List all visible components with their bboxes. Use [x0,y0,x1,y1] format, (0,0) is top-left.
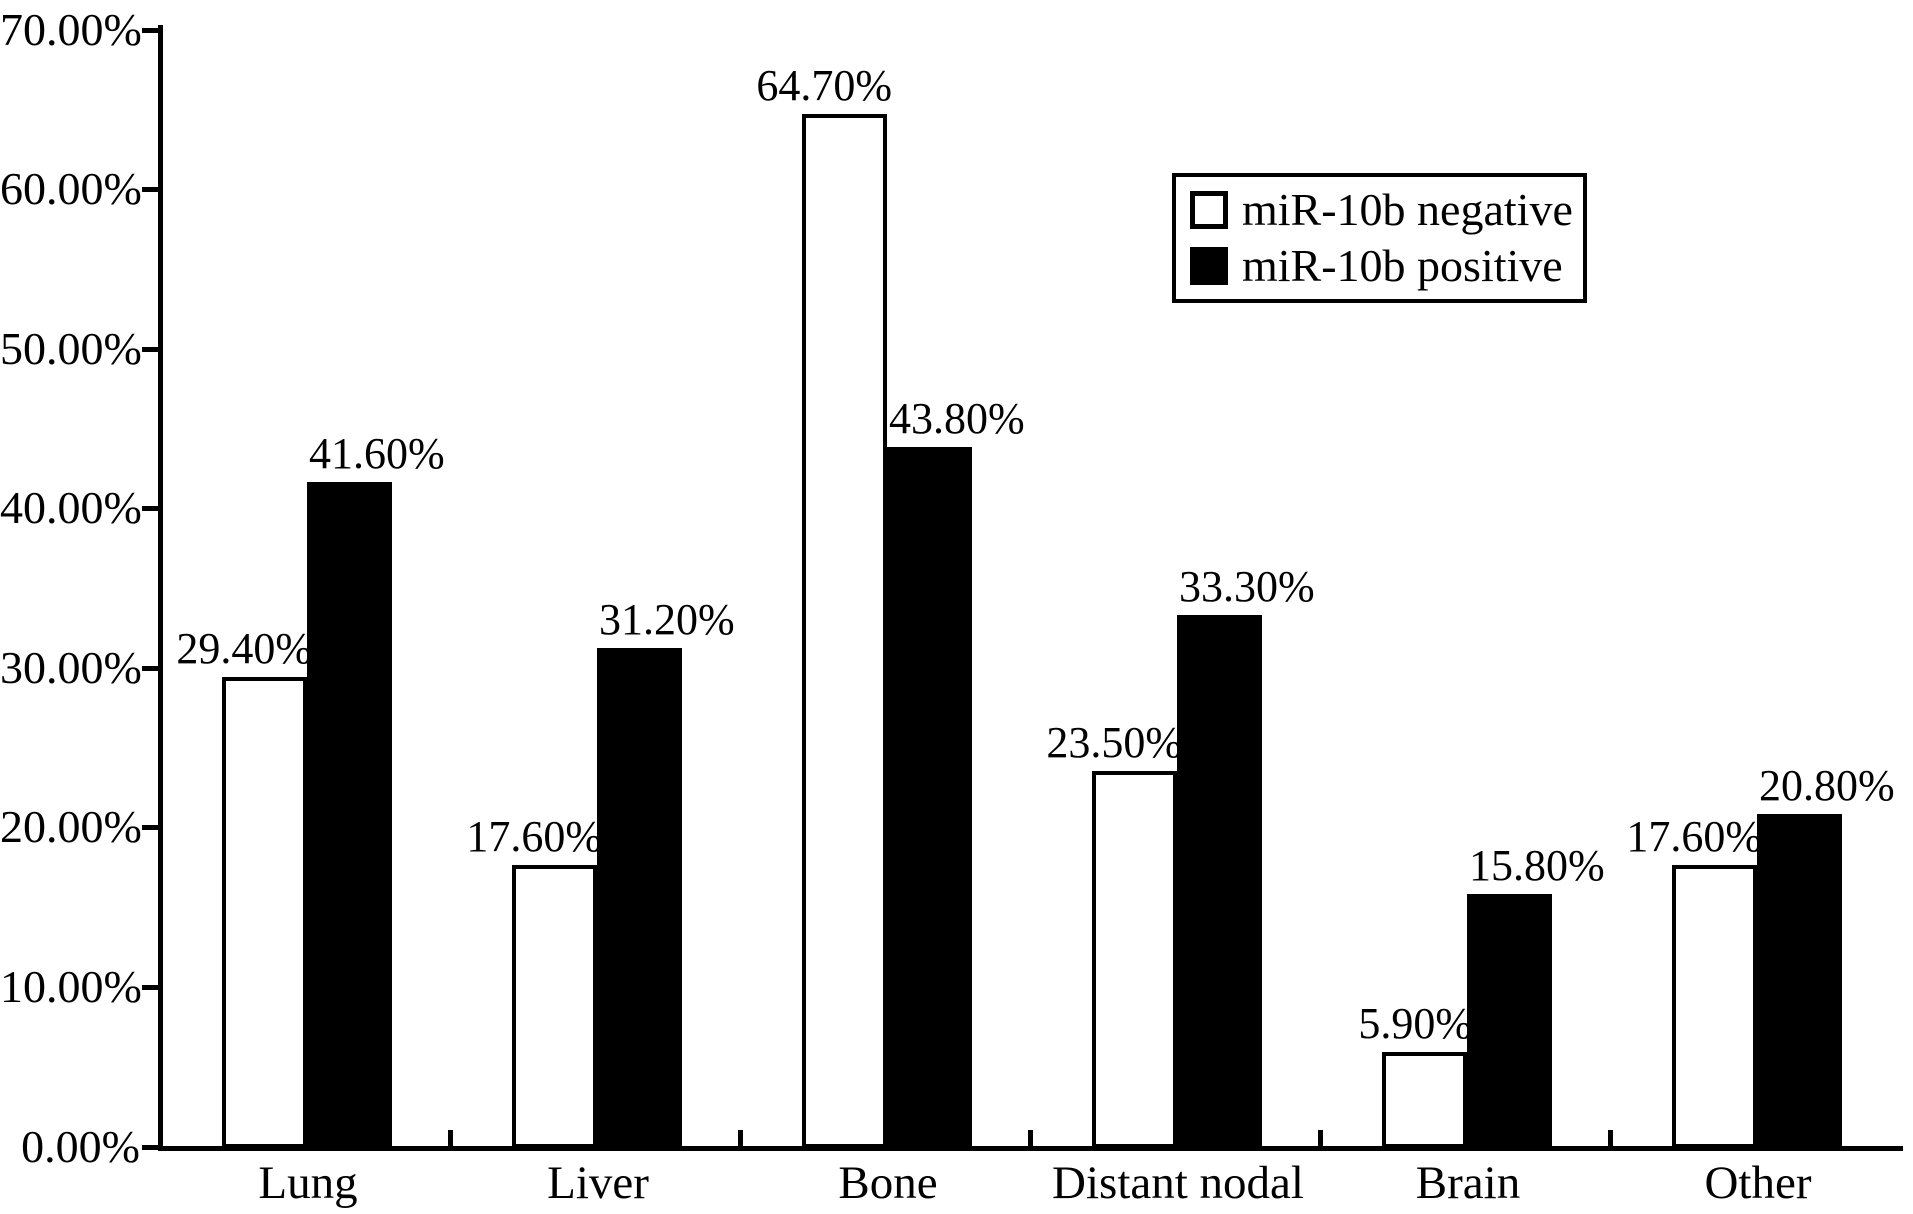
bar-label-positive: 33.30% [1179,562,1315,611]
y-tick-mark [142,1144,163,1150]
bar-positive-lung [307,482,392,1148]
bar-label-positive: 20.80% [1759,761,1895,810]
bar-label-negative: 64.70% [756,61,892,110]
y-tick-mark [142,27,163,33]
legend-label-positive: miR-10b positive [1242,240,1563,291]
bar-label-negative: 5.90% [1358,999,1472,1048]
y-axis-line [158,25,163,1151]
y-tick-label: 40.00% [0,482,142,534]
bar-label-positive: 15.80% [1469,841,1605,890]
y-tick-label: 30.00% [0,641,142,693]
legend-swatch-white-icon [1190,191,1228,229]
x-tick-mark [1318,1130,1323,1146]
x-category-label: Brain [1415,1157,1521,1209]
x-category-label: Liver [547,1157,649,1209]
bar-negative-liver [512,865,597,1148]
y-tick-label: 60.00% [0,163,142,215]
x-category-label: Distant nodal [1052,1157,1304,1209]
x-axis-line [158,1146,1903,1151]
bar-positive-other [1757,814,1842,1148]
bar-label-negative: 17.60% [466,812,602,861]
legend-item-positive: miR-10b positive [1190,243,1583,289]
bar-negative-other [1672,865,1757,1148]
bar-negative-distant-nodal [1092,771,1177,1148]
bar-positive-distant-nodal [1177,615,1262,1148]
bar-positive-liver [597,648,682,1148]
bar-positive-bone [887,447,972,1148]
x-category-label: Bone [838,1157,938,1209]
y-tick-label: 0.00% [21,1120,140,1172]
legend-item-negative: miR-10b negative [1190,187,1583,233]
x-category-label: Lung [258,1157,358,1209]
x-category-label: Other [1704,1157,1812,1209]
x-tick-mark [1028,1130,1033,1146]
bar-negative-bone [802,114,887,1148]
bar-label-positive: 31.20% [599,595,735,644]
bar-label-positive: 41.60% [309,429,445,478]
y-tick-mark [142,984,163,990]
legend: miR-10b negative miR-10b positive [1172,173,1587,303]
y-tick-label: 10.00% [0,960,142,1012]
x-tick-mark [738,1130,743,1146]
y-tick-mark [142,346,163,352]
x-tick-mark [448,1130,453,1146]
bar-positive-brain [1467,894,1552,1148]
y-tick-mark [142,665,163,671]
bar-negative-lung [222,677,307,1148]
y-tick-label: 50.00% [0,322,142,374]
x-tick-mark [1608,1130,1613,1146]
bar-label-negative: 29.40% [176,624,312,673]
legend-label-negative: miR-10b negative [1242,184,1573,235]
bar-label-positive: 43.80% [889,394,1025,443]
bar-label-negative: 17.60% [1626,812,1762,861]
y-tick-mark [142,187,163,193]
bar-label-negative: 23.50% [1046,718,1182,767]
y-tick-mark [142,825,163,831]
y-tick-label: 70.00% [0,3,142,55]
bar-negative-brain [1382,1052,1467,1148]
y-tick-mark [142,506,163,512]
legend-swatch-black-icon [1190,247,1228,285]
y-tick-label: 20.00% [0,801,142,853]
